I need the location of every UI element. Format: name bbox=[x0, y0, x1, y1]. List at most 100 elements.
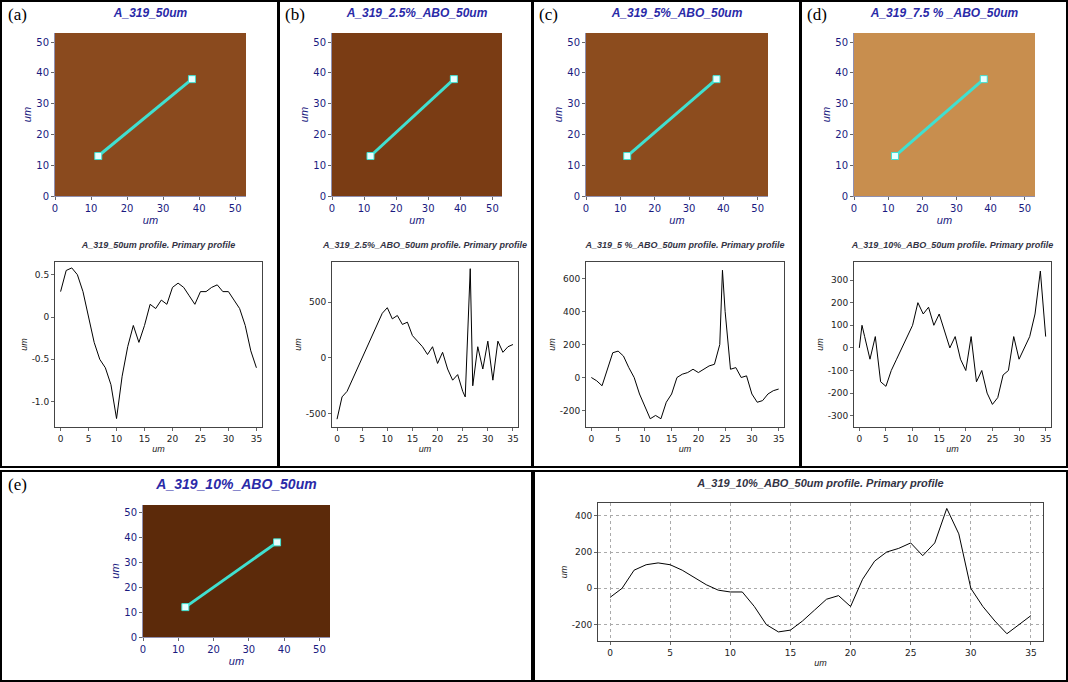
svg-text:40: 40 bbox=[717, 203, 730, 214]
svg-text:0: 0 bbox=[43, 312, 49, 322]
svg-text:40: 40 bbox=[984, 203, 997, 214]
svg-text:10: 10 bbox=[313, 160, 326, 171]
svg-text:-200: -200 bbox=[572, 620, 593, 630]
svg-text:40: 40 bbox=[454, 203, 467, 214]
svg-text:0: 0 bbox=[851, 203, 857, 214]
svg-text:10: 10 bbox=[907, 434, 919, 444]
svg-text:30: 30 bbox=[746, 434, 758, 444]
svg-text:10: 10 bbox=[882, 203, 895, 214]
svg-text:50: 50 bbox=[313, 37, 326, 48]
svg-text:30: 30 bbox=[124, 557, 137, 568]
svg-text:um: um bbox=[937, 214, 952, 226]
svg-text:um: um bbox=[229, 655, 244, 667]
svg-text:-300: -300 bbox=[828, 411, 849, 421]
svg-text:0: 0 bbox=[52, 203, 58, 214]
svg-text:0: 0 bbox=[140, 644, 146, 655]
svg-text:A_319_2.5%_ABO_50um profile. P: A_319_2.5%_ABO_50um profile. Primary pro… bbox=[322, 240, 527, 250]
svg-text:um: um bbox=[21, 107, 33, 122]
svg-text:0: 0 bbox=[842, 343, 848, 353]
svg-text:20: 20 bbox=[432, 434, 444, 444]
svg-text:A_319_50um: A_319_50um bbox=[113, 6, 188, 20]
svg-text:30: 30 bbox=[422, 203, 435, 214]
svg-text:-0.5: -0.5 bbox=[32, 354, 50, 364]
svg-text:500: 500 bbox=[309, 297, 326, 307]
svg-text:um: um bbox=[552, 107, 564, 122]
svg-text:30: 30 bbox=[313, 98, 326, 109]
svg-text:30: 30 bbox=[36, 98, 49, 109]
svg-text:35: 35 bbox=[773, 434, 784, 444]
svg-text:0: 0 bbox=[320, 191, 326, 202]
svg-text:A_319_10%_ABO_50um profile. Pr: A_319_10%_ABO_50um profile. Primary prof… bbox=[696, 477, 943, 489]
svg-text:um: um bbox=[559, 565, 569, 578]
svg-text:30: 30 bbox=[965, 648, 977, 658]
svg-text:0.5: 0.5 bbox=[35, 270, 49, 280]
svg-text:um: um bbox=[143, 214, 158, 226]
svg-text:0: 0 bbox=[574, 191, 580, 202]
svg-text:A_319_5%_ABO_50um: A_319_5%_ABO_50um bbox=[611, 6, 743, 20]
svg-text:um: um bbox=[109, 563, 121, 578]
svg-text:10: 10 bbox=[111, 434, 123, 444]
svg-text:-200: -200 bbox=[560, 406, 581, 416]
svg-text:400: 400 bbox=[575, 511, 592, 521]
svg-text:20: 20 bbox=[693, 434, 705, 444]
svg-text:20: 20 bbox=[567, 129, 580, 140]
svg-text:30: 30 bbox=[835, 98, 848, 109]
svg-text:50: 50 bbox=[835, 37, 848, 48]
svg-text:-200: -200 bbox=[828, 388, 849, 398]
svg-text:20: 20 bbox=[648, 203, 661, 214]
svg-text:20: 20 bbox=[835, 129, 848, 140]
svg-text:25: 25 bbox=[195, 434, 206, 444]
svg-text:0: 0 bbox=[58, 434, 64, 444]
svg-text:35: 35 bbox=[1040, 434, 1051, 444]
svg-text:um: um bbox=[815, 338, 825, 351]
svg-text:50: 50 bbox=[751, 203, 764, 214]
svg-text:-500: -500 bbox=[306, 409, 327, 419]
svg-text:15: 15 bbox=[407, 434, 418, 444]
svg-text:200: 200 bbox=[563, 340, 580, 350]
svg-text:5: 5 bbox=[359, 434, 365, 444]
svg-text:50: 50 bbox=[313, 644, 326, 655]
svg-text:5: 5 bbox=[667, 648, 673, 658]
svg-text:40: 40 bbox=[835, 67, 848, 78]
svg-text:0: 0 bbox=[607, 648, 613, 658]
svg-text:10: 10 bbox=[567, 160, 580, 171]
svg-text:20: 20 bbox=[390, 203, 403, 214]
svg-text:30: 30 bbox=[242, 644, 255, 655]
svg-text:20: 20 bbox=[124, 582, 137, 593]
svg-text:50: 50 bbox=[567, 37, 580, 48]
svg-text:200: 200 bbox=[575, 547, 592, 557]
svg-text:20: 20 bbox=[916, 203, 929, 214]
svg-text:300: 300 bbox=[831, 275, 848, 285]
svg-text:um: um bbox=[419, 444, 432, 454]
svg-text:40: 40 bbox=[313, 67, 326, 78]
svg-text:10: 10 bbox=[36, 160, 49, 171]
svg-text:400: 400 bbox=[563, 307, 580, 317]
svg-text:30: 30 bbox=[157, 203, 170, 214]
svg-text:35: 35 bbox=[251, 434, 262, 444]
svg-text:-1.0: -1.0 bbox=[32, 397, 50, 407]
svg-text:10: 10 bbox=[172, 644, 185, 655]
svg-text:25: 25 bbox=[457, 434, 468, 444]
svg-text:0: 0 bbox=[131, 632, 137, 643]
svg-text:0: 0 bbox=[588, 434, 594, 444]
svg-text:10: 10 bbox=[639, 434, 651, 444]
svg-text:0: 0 bbox=[856, 434, 862, 444]
svg-text:30: 30 bbox=[567, 98, 580, 109]
svg-text:15: 15 bbox=[933, 434, 944, 444]
svg-text:um: um bbox=[293, 338, 303, 351]
svg-text:0: 0 bbox=[583, 203, 589, 214]
svg-text:0: 0 bbox=[586, 583, 592, 593]
svg-text:30: 30 bbox=[482, 434, 494, 444]
svg-text:20: 20 bbox=[36, 129, 49, 140]
svg-text:0: 0 bbox=[574, 373, 580, 383]
svg-text:20: 20 bbox=[207, 644, 220, 655]
svg-text:um: um bbox=[152, 444, 165, 454]
svg-text:40: 40 bbox=[193, 203, 206, 214]
svg-text:10: 10 bbox=[835, 160, 848, 171]
svg-text:um: um bbox=[409, 214, 424, 226]
svg-text:40: 40 bbox=[278, 644, 291, 655]
svg-text:5: 5 bbox=[615, 434, 621, 444]
svg-text:25: 25 bbox=[905, 648, 916, 658]
svg-text:40: 40 bbox=[124, 532, 137, 543]
svg-text:50: 50 bbox=[36, 37, 49, 48]
